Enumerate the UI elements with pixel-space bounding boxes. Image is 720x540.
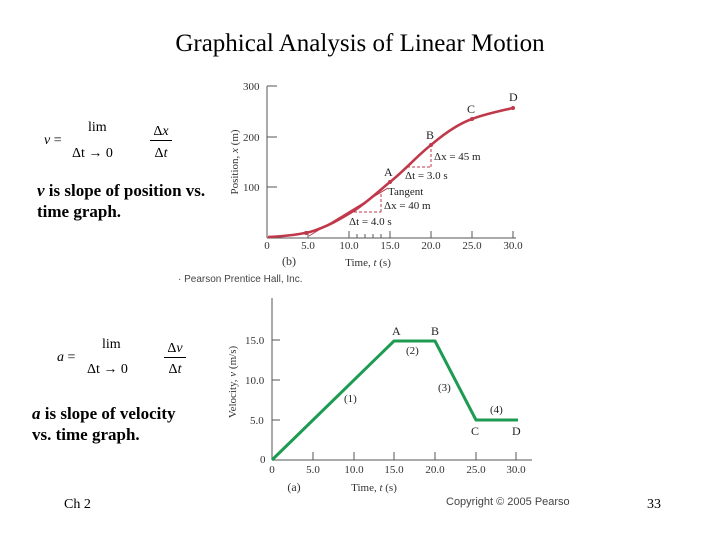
- footer-chapter: Ch 2: [64, 497, 91, 512]
- velocity-x-ticks: 0 5.0 10.0 15.0 20.0 25.0 30.0: [269, 464, 526, 476]
- svg-text:10.0: 10.0: [245, 375, 265, 387]
- svg-text:0: 0: [264, 240, 270, 252]
- svg-text:10.0: 10.0: [339, 240, 359, 252]
- velocity-point-labels: A B C D: [392, 324, 521, 438]
- position-y-ticks: 300 200 100: [243, 81, 260, 194]
- svg-text:15.0: 15.0: [380, 240, 400, 252]
- slide-title: Graphical Analysis of Linear Motion: [175, 30, 545, 57]
- svg-text:(4): (4): [490, 404, 503, 416]
- velocity-eq-lim: lim: [88, 120, 107, 135]
- svg-text:B: B: [426, 128, 434, 142]
- svg-text:D: D: [512, 424, 521, 438]
- position-points: [304, 106, 515, 235]
- accel-eq-lhs: a =: [57, 350, 76, 365]
- svg-text:20.0: 20.0: [421, 240, 441, 252]
- position-point-labels: A B C D: [384, 90, 518, 179]
- svg-text:5.0: 5.0: [301, 240, 315, 252]
- velocity-caption-var: v: [37, 181, 45, 200]
- svg-text:Δt = 3.0 s: Δt = 3.0 s: [405, 170, 448, 182]
- velocity-credit: Copyright © 2005 Pearso: [446, 496, 570, 508]
- svg-text:C: C: [471, 424, 479, 438]
- svg-text:(3): (3): [438, 382, 451, 394]
- accel-caption: a is slope of velocity vs. time graph.: [32, 403, 176, 445]
- svg-text:D: D: [509, 90, 518, 104]
- velocity-eq-lhs: v =: [44, 133, 62, 148]
- svg-text:A: A: [384, 165, 393, 179]
- velocity-x-label: Time, t (s): [351, 482, 397, 494]
- svg-text:200: 200: [243, 132, 260, 144]
- accel-eq-denominator: Δt: [168, 362, 182, 377]
- position-x-ticks: 0 5.0 10.0 15.0 20.0 25.0 30.0: [264, 240, 523, 252]
- velocity-caption-line2: time graph.: [37, 202, 122, 221]
- accel-eq-lim: lim: [102, 337, 121, 352]
- velocity-segment-labels: (1) (2) (3) (4): [344, 345, 503, 416]
- velocity-curve: [270, 339, 518, 462]
- svg-text:15.0: 15.0: [384, 464, 404, 476]
- svg-text:5.0: 5.0: [306, 464, 320, 476]
- page-number: 33: [647, 497, 661, 512]
- svg-text:100: 100: [243, 182, 260, 194]
- velocity-panel-label: (a): [287, 480, 300, 494]
- svg-text:10.0: 10.0: [344, 464, 364, 476]
- velocity-axes: [271, 298, 532, 461]
- velocity-eq-denominator: Δt: [154, 146, 168, 161]
- accel-eq-limit-sub: Δt → 0: [87, 362, 128, 377]
- accel-caption-var: a: [32, 404, 41, 423]
- slope-triangles: [349, 144, 432, 213]
- velocity-y-ticks: 15.0 10.0 5.0 0: [245, 335, 266, 466]
- svg-text:0: 0: [260, 454, 266, 466]
- svg-text:30.0: 30.0: [506, 464, 526, 476]
- svg-text:0: 0: [269, 464, 275, 476]
- svg-text:5.0: 5.0: [250, 415, 264, 427]
- svg-text:Tangent: Tangent: [388, 186, 423, 198]
- svg-text:20.0: 20.0: [425, 464, 445, 476]
- position-x-label: Time, t (s): [345, 257, 391, 269]
- velocity-eq-numerator: Δx: [150, 124, 172, 141]
- velocity-caption: v is slope of position vs. time graph.: [37, 180, 205, 222]
- velocity-eq-limit-sub: Δt → 0: [72, 146, 113, 161]
- accel-caption-text: is slope of velocity: [40, 404, 176, 423]
- position-credit: · Pearson Prentice Hall, Inc.: [178, 274, 303, 285]
- svg-text:(1): (1): [344, 393, 357, 405]
- svg-text:(2): (2): [406, 345, 419, 357]
- position-annotations: Tangent Δx = 40 m Δt = 4.0 s Δx = 45 m Δ…: [349, 151, 481, 228]
- svg-text:25.0: 25.0: [466, 464, 486, 476]
- svg-text:B: B: [431, 324, 439, 338]
- position-panel-label: (b): [282, 254, 296, 268]
- svg-text:Δt = 4.0 s: Δt = 4.0 s: [349, 216, 392, 228]
- svg-text:25.0: 25.0: [462, 240, 482, 252]
- accel-eq-numerator: Δv: [164, 341, 186, 358]
- position-axes: [266, 85, 516, 239]
- svg-text:C: C: [467, 102, 475, 116]
- svg-text:A: A: [392, 324, 401, 338]
- svg-text:30.0: 30.0: [503, 240, 523, 252]
- svg-text:Δx = 40 m: Δx = 40 m: [384, 200, 431, 212]
- velocity-caption-text: is slope of position vs.: [44, 181, 206, 200]
- position-y-label: Position, x (m): [229, 129, 241, 194]
- svg-text:300: 300: [243, 81, 260, 93]
- accel-caption-line2: vs. time graph.: [32, 425, 140, 444]
- svg-text:15.0: 15.0: [245, 335, 265, 347]
- svg-text:Δx = 45 m: Δx = 45 m: [434, 151, 481, 163]
- velocity-y-label: Velocity, v (m/s): [227, 346, 239, 419]
